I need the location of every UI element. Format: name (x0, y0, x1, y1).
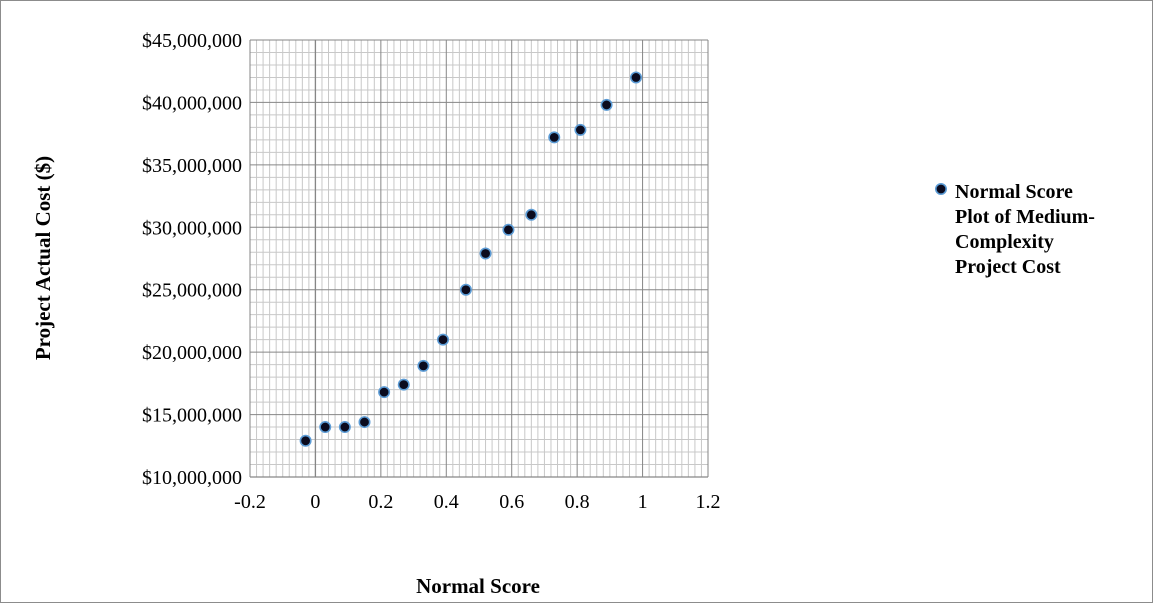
data-point (437, 333, 450, 346)
data-point (525, 208, 538, 221)
data-point (630, 71, 643, 84)
data-point (378, 386, 391, 399)
y-tick-label: $30,000,000 (142, 217, 242, 239)
data-point (338, 421, 351, 434)
legend-marker (934, 183, 947, 196)
data-points (299, 71, 643, 447)
y-tick-label: $45,000,000 (142, 30, 242, 52)
data-point (299, 434, 312, 447)
tick-labels: -0.2 0 0.2 0.4 0.6 0.8 1 1.2 $10,000,000 $15,000,… (142, 30, 721, 513)
legend-label-line-4: Project Cost (955, 256, 1061, 278)
data-point (459, 283, 472, 296)
x-tick-label: -0.2 (234, 491, 266, 513)
legend-label-line-2: Plot of Medium- (955, 206, 1095, 228)
data-point (397, 378, 410, 391)
y-tick-label: $25,000,000 (142, 280, 242, 302)
x-tick-label: 0.8 (565, 491, 590, 513)
legend-label-line-3: Complexity (955, 231, 1054, 253)
x-tick-label: 1.2 (696, 491, 721, 513)
x-tick-label: 1 (638, 491, 648, 513)
y-axis-title: Project Actual Cost ($) (31, 156, 55, 360)
data-point (319, 421, 332, 434)
data-point (479, 247, 492, 260)
x-tick-label: 0 (310, 491, 320, 513)
data-point (502, 223, 515, 236)
legend-label-line-1: Normal Score (955, 181, 1073, 203)
x-tick-label: 0.2 (368, 491, 393, 513)
x-tick-label: 0.6 (499, 491, 524, 513)
gridlines (249, 39, 709, 478)
data-point (358, 416, 371, 429)
data-point (600, 98, 613, 111)
legend: Normal Score Plot of Medium- Complexity … (934, 181, 1095, 278)
data-point (548, 131, 561, 144)
y-tick-label: $40,000,000 (142, 92, 242, 114)
y-tick-label: $15,000,000 (142, 405, 242, 427)
y-tick-label: $10,000,000 (142, 467, 242, 489)
y-tick-label: $35,000,000 (142, 155, 242, 177)
axes (250, 40, 708, 478)
x-axis-title: Normal Score (416, 574, 540, 598)
data-point (417, 359, 430, 372)
y-tick-label: $20,000,000 (142, 342, 242, 364)
x-tick-label: 0.4 (434, 491, 459, 513)
data-point (574, 123, 587, 136)
